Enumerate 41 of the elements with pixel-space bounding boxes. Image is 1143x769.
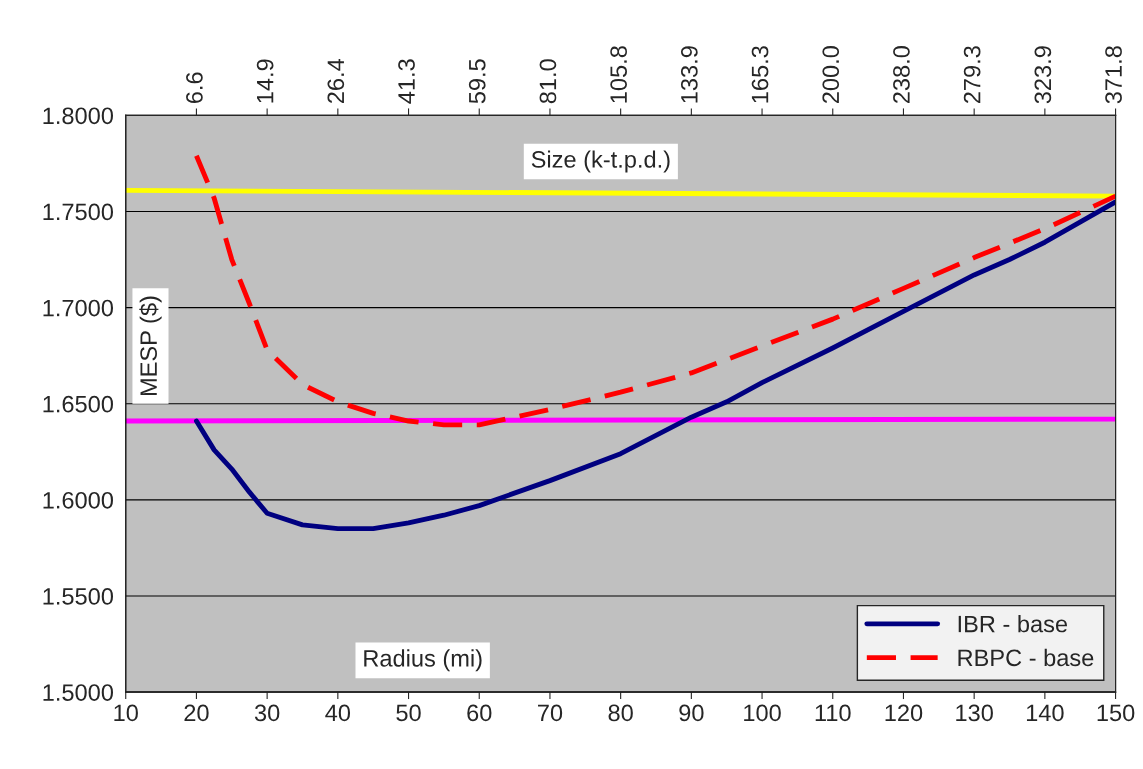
x-tick-label: 90 bbox=[679, 704, 704, 722]
x-tick-label: 80 bbox=[608, 704, 633, 722]
x-tick-label: 50 bbox=[396, 704, 421, 722]
annotation: 371.8 bbox=[1105, 46, 1122, 104]
x-tick-label: 30 bbox=[254, 704, 280, 722]
annotation: 323.9 bbox=[1034, 46, 1052, 104]
x-tick-label: 110 bbox=[815, 704, 851, 722]
x-tick-label: 40 bbox=[325, 704, 351, 722]
annotation: 133.9 bbox=[680, 46, 698, 103]
annotation: 105.8 bbox=[610, 46, 627, 103]
x-tick-label: 70 bbox=[538, 704, 563, 722]
x-tick-label: 100 bbox=[744, 704, 781, 722]
y-tick-label: 1.7000 bbox=[43, 299, 114, 317]
x2-axis-title: Size (k-t.p.d.) bbox=[531, 150, 670, 173]
x-tick-label: 10 bbox=[114, 704, 138, 722]
x-tick-label: 140 bbox=[1026, 704, 1064, 722]
annotation: 200.0 bbox=[822, 46, 840, 104]
x-tick-label: 60 bbox=[467, 704, 492, 722]
annotation: 279.3 bbox=[963, 46, 981, 104]
x-tick-label: 150 bbox=[1097, 704, 1135, 722]
annotation: 6.6 bbox=[186, 72, 203, 104]
legend-label: RBPC - base bbox=[958, 648, 1094, 667]
y-tick-label: 1.6000 bbox=[43, 491, 114, 509]
annotation: 81.0 bbox=[539, 59, 557, 104]
y-tick-label: 1.8000 bbox=[43, 107, 114, 125]
y-tick-label: 1.7500 bbox=[43, 203, 114, 221]
y-axis-title: MESP ($) bbox=[139, 296, 162, 396]
x-tick-label: 20 bbox=[184, 704, 209, 722]
annotation: 238.0 bbox=[893, 46, 910, 104]
annotation: 41.3 bbox=[398, 59, 415, 104]
x-tick-label: 120 bbox=[885, 704, 923, 722]
annotation: 26.4 bbox=[327, 58, 345, 104]
y-tick-label: 1.6500 bbox=[43, 395, 114, 413]
y-tick-label: 1.5000 bbox=[43, 684, 114, 701]
annotation: 14.9 bbox=[256, 59, 274, 103]
x-tick-label: 130 bbox=[956, 704, 993, 722]
annotation: 165.3 bbox=[751, 46, 769, 103]
x-axis-title: Radius (mi) bbox=[364, 649, 482, 672]
y-tick-label: 1.5500 bbox=[43, 588, 114, 605]
legend-label: IBR - base bbox=[958, 615, 1068, 633]
annotation: 59.5 bbox=[468, 59, 486, 104]
